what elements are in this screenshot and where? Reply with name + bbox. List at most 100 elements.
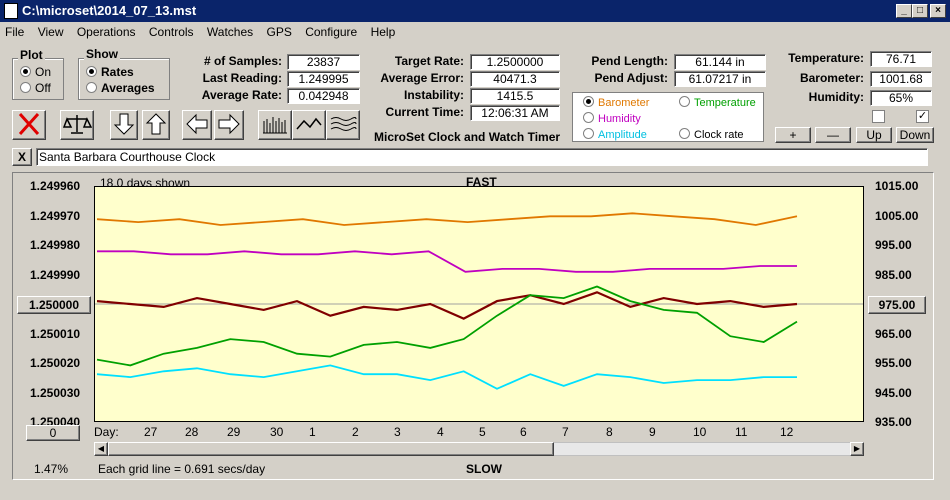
app-icon [4, 3, 18, 19]
plot-off-radio[interactable]: Off [20, 81, 51, 95]
samples-label: # of Samples: [203, 54, 282, 68]
average-error-value: 40471.3 min/day [470, 71, 560, 100]
scroll-left-button[interactable]: ◀ [94, 442, 108, 456]
arrow-down-icon [113, 113, 135, 135]
series-line-2 [96, 291, 798, 320]
samples-value: 23837 [287, 54, 360, 70]
x-tick-label: 6 [520, 425, 527, 439]
arrow-right-button[interactable] [214, 110, 244, 140]
minus-button[interactable]: — [815, 127, 851, 143]
scroll-right-button[interactable]: ▶ [850, 442, 864, 456]
instability-value: 1415.5 mins/day [470, 88, 560, 117]
last-reading-label: Last Reading: [202, 71, 282, 85]
x-tick-label: 5 [479, 425, 486, 439]
plot-group-label: Plot [18, 48, 45, 62]
menu-gps[interactable]: GPS [266, 25, 292, 39]
current-time-label: Current Time: [385, 105, 464, 119]
show-group [78, 58, 170, 100]
average-error-label: Average Error: [380, 71, 464, 85]
down-button[interactable]: Down [896, 127, 934, 143]
clock-name-input[interactable]: Santa Barbara Courthouse Clock [36, 148, 928, 166]
plus-button[interactable]: + [775, 127, 811, 143]
x-tick-label: 1 [309, 425, 316, 439]
app-caption: MicroSet Clock and Watch Timer [374, 130, 561, 144]
arrow-up-icon [145, 113, 167, 135]
average-rate-value: 0.042948 [287, 88, 360, 104]
menu-operations[interactable]: Operations [76, 25, 136, 39]
x-tick-label: 27 [144, 425, 158, 439]
left-tick-label: 1.250030 [30, 385, 81, 400]
show-averages-radio[interactable]: Averages [86, 81, 155, 95]
bars-icon [263, 117, 287, 134]
series-barometer-radio[interactable]: Barometer [583, 96, 649, 109]
stop-button[interactable] [12, 110, 46, 140]
arrow-down-button[interactable] [110, 110, 138, 140]
balance-button[interactable] [60, 110, 94, 140]
pend-adjust-label: Pend Adjust: [594, 71, 668, 85]
arrow-left-icon [186, 113, 208, 135]
series-select-box [572, 92, 764, 142]
multi-line-view-button[interactable] [326, 110, 360, 140]
bar-view-button[interactable] [258, 110, 292, 140]
target-rate-value: 1.2500000 [470, 54, 560, 70]
fast-label: FAST [466, 175, 497, 189]
x-tick-label: 10 [693, 425, 707, 439]
x-tick-label: 7 [562, 425, 569, 439]
instability-label: Instability: [403, 88, 464, 102]
maximize-button[interactable]: □ [912, 4, 928, 18]
right-tick-label: 935.00 [875, 415, 912, 429]
line-view-button[interactable] [292, 110, 326, 140]
close-button[interactable]: × [930, 4, 946, 18]
zero-button[interactable]: 0 [26, 425, 80, 441]
right-tick-label: 965.00 [875, 326, 912, 341]
plot-on-radio[interactable]: On [20, 65, 51, 79]
arrow-right-icon [218, 113, 240, 135]
menu-bar: File View Operations Controls Watches GP… [0, 22, 950, 42]
series-amplitude-radio[interactable]: Amplitude [583, 128, 647, 141]
left-value-button[interactable]: 1.250000 [17, 296, 91, 314]
target-rate-label: Target Rate: [394, 54, 464, 68]
x-tick-label: 9 [649, 425, 656, 439]
menu-configure[interactable]: Configure [305, 25, 358, 39]
scroll-thumb[interactable] [108, 442, 554, 456]
menu-watches[interactable]: Watches [206, 25, 254, 39]
x-tick-label: 11 [735, 425, 748, 439]
series-line-4 [96, 364, 797, 390]
right-tick-label: 995.00 [875, 238, 912, 252]
average-rate-label: Average Rate: [201, 88, 282, 102]
red-x-icon [18, 112, 40, 136]
menu-controls[interactable]: Controls [148, 25, 194, 39]
pend-length-label: Pend Length: [591, 54, 668, 68]
percent-label: 1.47% [34, 462, 69, 476]
humidity-label: Humidity: [808, 90, 864, 104]
menu-view[interactable]: View [37, 25, 64, 39]
humidity-value: 65% [870, 90, 932, 106]
x-tick-label: 4 [437, 425, 444, 439]
x-tick-label: 29 [227, 425, 241, 439]
right-value-button[interactable]: 975.00 [868, 296, 926, 314]
x-tick-label: 8 [606, 425, 613, 439]
temperature-value: 76.71 [870, 51, 932, 67]
close-clock-button[interactable]: X [12, 148, 32, 166]
series-line-0 [96, 212, 798, 226]
minimize-button[interactable]: _ [896, 4, 912, 18]
env-checkbox-1[interactable] [872, 110, 885, 123]
right-tick-label: 985.00 [875, 267, 912, 282]
title-bar: C:\microset\2014_07_13.mst [0, 0, 950, 22]
series-humidity-radio[interactable]: Humidity [583, 112, 641, 125]
right-tick-label: 945.00 [875, 385, 912, 400]
x-tick-label: 3 [394, 425, 401, 439]
arrow-up-button[interactable] [142, 110, 170, 140]
left-tick-label: 1.249990 [30, 267, 81, 282]
menu-help[interactable]: Help [370, 25, 396, 39]
plot-area[interactable] [94, 186, 864, 422]
up-button[interactable]: Up [856, 127, 892, 143]
right-tick-label: 1015.00 [875, 179, 919, 193]
env-checkbox-2[interactable]: ✓ [916, 110, 929, 123]
series-clock-rate-radio[interactable]: Clock rate [679, 128, 744, 141]
barometer-label: Barometer: [799, 71, 864, 85]
show-rates-radio[interactable]: Rates [86, 65, 134, 79]
series-temperature-radio[interactable]: Temperature [679, 96, 756, 109]
menu-file[interactable]: File [5, 25, 25, 39]
arrow-left-button[interactable] [182, 110, 212, 140]
